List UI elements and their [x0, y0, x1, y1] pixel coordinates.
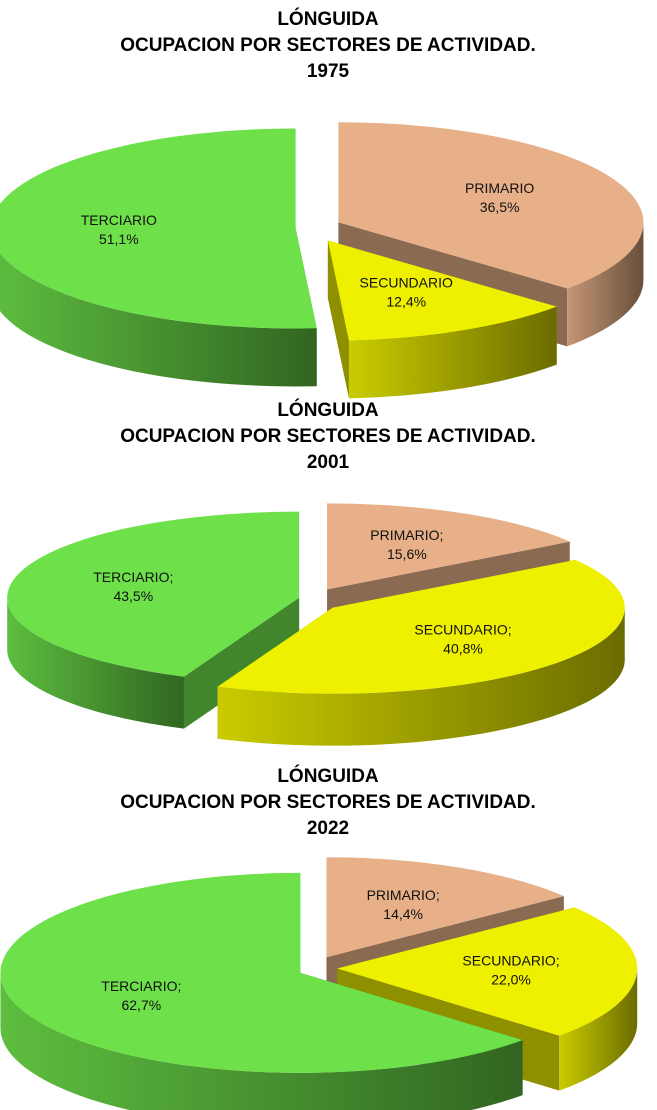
slice: [327, 240, 557, 341]
slice-side: [567, 222, 644, 347]
slice-category: SECUNDARIO;: [414, 621, 511, 637]
slice-value-label: 51,1%: [99, 231, 139, 247]
slice: [338, 122, 644, 289]
chart: LÓNGUIDA OCUPACION POR SECTORES DE ACTIVI…: [0, 765, 638, 1110]
slice-category: TERCIARIO;: [101, 978, 181, 994]
slice: [327, 503, 570, 590]
chart-title: LÓNGUIDA: [277, 765, 379, 787]
slice: [0, 872, 523, 1073]
chart-title: OCUPACION POR SECTORES DE ACTIVIDAD.: [120, 792, 536, 813]
slice-value-label: 12,4%: [386, 293, 426, 309]
slice-value-label: 15,6%: [387, 546, 427, 562]
slice-category: PRIMARIO;: [367, 887, 440, 903]
slice-category: SECUNDARIO: [360, 274, 453, 290]
slice-category: PRIMARIO;: [370, 527, 443, 543]
slice-value-label: 43,5%: [113, 588, 153, 604]
chart: LÓNGUIDA OCUPACION POR SECTORES DE ACTIVI…: [0, 8, 644, 399]
slice-side: [0, 253, 317, 387]
slice: [337, 907, 638, 1036]
slice: [7, 511, 300, 677]
chart-title: LÓNGUIDA: [277, 8, 379, 30]
slice-category: TERCIARIO;: [93, 569, 173, 585]
slice-side: [217, 607, 625, 746]
slice: [217, 559, 625, 694]
slice-value-label: 40,8%: [443, 640, 483, 656]
chart-title: 2001: [307, 452, 350, 473]
slice-category: TERCIARIO: [81, 212, 157, 228]
slice-wall: [327, 240, 349, 399]
slice-wall: [183, 597, 300, 729]
slice-side: [7, 597, 184, 729]
chart-title: 2022: [307, 818, 349, 839]
slice-value-label: 22,0%: [491, 971, 531, 987]
slice-side: [559, 968, 638, 1091]
slice-category: SECUNDARIO;: [462, 952, 559, 968]
chart-title: OCUPACION POR SECTORES DE ACTIVIDAD.: [120, 426, 536, 447]
slice-value-label: 62,7%: [121, 997, 161, 1013]
chart: LÓNGUIDA OCUPACION POR SECTORES DE ACTIVI…: [7, 399, 625, 746]
slice-value-label: 36,5%: [480, 199, 520, 215]
slice: [0, 128, 317, 329]
chart-title: LÓNGUIDA: [277, 399, 379, 421]
slice: [326, 857, 564, 958]
slice-category: PRIMARIO: [465, 180, 534, 196]
chart-title: 1975: [307, 61, 350, 82]
slice-value-label: 14,4%: [383, 906, 423, 922]
chart-title: OCUPACION POR SECTORES DE ACTIVIDAD.: [120, 35, 536, 56]
slice-side: [0, 972, 523, 1110]
slice-side: [348, 306, 557, 399]
